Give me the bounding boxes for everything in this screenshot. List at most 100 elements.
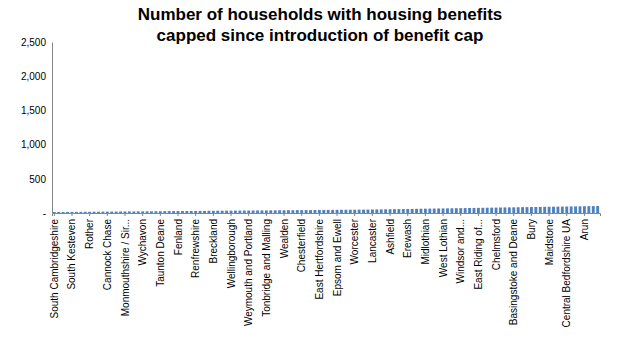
y-tick: 1,000 xyxy=(21,139,52,150)
x-tick-label: Epsom and Ewell xyxy=(332,219,343,296)
bar xyxy=(199,211,202,213)
bar xyxy=(362,210,365,213)
bar xyxy=(278,210,281,213)
bar xyxy=(234,211,237,213)
bar xyxy=(75,212,78,213)
x-tick: East Riding of... xyxy=(473,213,484,290)
bar xyxy=(495,208,498,213)
y-axis-line xyxy=(52,43,53,214)
y-tick-label: 2,500 xyxy=(21,37,46,48)
x-tick-mark xyxy=(125,213,126,216)
bar xyxy=(168,211,171,213)
bar xyxy=(411,209,414,213)
bar xyxy=(424,209,427,213)
bar xyxy=(194,211,197,213)
bar xyxy=(521,207,524,213)
bar xyxy=(106,212,109,213)
x-tick: Ashfield xyxy=(385,213,396,255)
x-tick-label: Wychavon xyxy=(137,219,148,266)
x-tick-label: Worcester xyxy=(349,218,360,264)
bar xyxy=(172,211,175,213)
bar xyxy=(596,206,599,213)
x-tick-mark xyxy=(549,213,550,216)
y-tick-label: 2,000 xyxy=(21,71,46,82)
x-tick-mark xyxy=(354,213,355,216)
x-tick-label: Breckland xyxy=(208,219,219,263)
x-tick-mark xyxy=(213,213,214,216)
bar xyxy=(212,211,215,213)
bar xyxy=(587,206,590,213)
x-tick-mark xyxy=(460,213,461,216)
bar xyxy=(499,208,502,213)
x-tick: Arun xyxy=(579,213,590,240)
bar xyxy=(331,210,334,213)
bar xyxy=(252,210,255,213)
x-tick-label: Chesterfield xyxy=(296,219,307,272)
bar xyxy=(322,210,325,213)
x-tick: Epsom and Ewell xyxy=(332,213,343,296)
bar xyxy=(344,210,347,213)
y-tick-label: 1,500 xyxy=(21,105,46,116)
bar xyxy=(62,212,65,213)
x-tick-label: Weymouth and Portland xyxy=(243,219,254,326)
bar xyxy=(221,211,224,213)
x-tick-mark xyxy=(478,213,479,216)
bar xyxy=(367,210,370,213)
x-tick: South Cambridgeshire xyxy=(49,213,60,319)
bar xyxy=(375,209,378,213)
bar xyxy=(468,208,471,213)
x-tick-mark xyxy=(107,213,108,216)
bar xyxy=(296,210,299,213)
x-tick: Central Bedfordshire UA xyxy=(561,213,572,327)
bar xyxy=(283,210,286,213)
x-tick: Monmouthshire / Sir... xyxy=(120,213,131,316)
y-tick-label: 500 xyxy=(29,174,46,185)
x-tick-mark xyxy=(390,213,391,216)
bar xyxy=(490,208,493,213)
bar xyxy=(318,210,321,213)
x-tick: Renfrewshire xyxy=(190,213,201,278)
x-tick: Bury xyxy=(526,213,537,240)
x-tick-label: Erewash xyxy=(402,219,413,258)
x-tick-mark xyxy=(160,213,161,216)
chart: Number of households with housing benefi… xyxy=(0,0,640,363)
x-tick-label: Taunton Deane xyxy=(155,219,166,287)
x-tick: Maidstone xyxy=(544,213,555,265)
x-tick-mark xyxy=(89,213,90,216)
bar xyxy=(101,212,104,213)
bar xyxy=(88,212,91,213)
bar xyxy=(389,209,392,213)
y-tick-label: 1,000 xyxy=(21,139,46,150)
bar xyxy=(464,208,467,213)
x-tick: East Hertfordshire xyxy=(314,213,325,300)
x-tick-label: Wealden xyxy=(279,219,290,258)
x-tick-mark xyxy=(195,213,196,216)
x-tick-mark xyxy=(337,213,338,216)
x-tick-label: Windsor and... xyxy=(455,219,466,283)
x-tick-label: Basingstoke and Deane xyxy=(508,219,519,326)
bar xyxy=(481,208,484,213)
bar xyxy=(177,211,180,213)
x-tick: Wealden xyxy=(279,213,290,258)
bar xyxy=(84,212,87,213)
y-tick: 500 xyxy=(29,174,52,185)
x-tick-mark xyxy=(266,213,267,216)
bar xyxy=(115,212,118,213)
bar xyxy=(574,206,577,213)
x-tick-label: Rother xyxy=(84,218,95,249)
bar xyxy=(300,210,303,213)
x-tick-label: Wellingborough xyxy=(226,219,237,288)
bar xyxy=(137,211,140,213)
bar xyxy=(53,212,56,213)
bar xyxy=(265,210,268,213)
bar xyxy=(579,206,582,213)
title: Number of households with housing benefi… xyxy=(138,5,503,45)
y-tick: - xyxy=(43,208,52,219)
x-tick: Lancaster xyxy=(367,213,378,263)
bar xyxy=(305,210,308,213)
x-tick-label: Bury xyxy=(526,219,537,240)
bar xyxy=(512,207,515,213)
bar xyxy=(336,210,339,213)
x-tick-label: East Riding of... xyxy=(473,219,484,290)
x-tick-label: Lancaster xyxy=(367,218,378,263)
